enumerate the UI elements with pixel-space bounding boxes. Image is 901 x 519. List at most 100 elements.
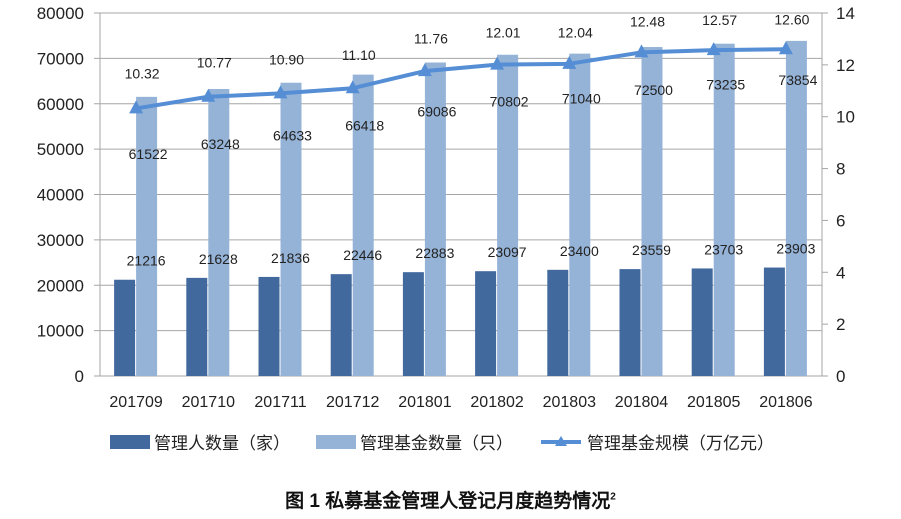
right-tick-label: 8: [836, 160, 845, 179]
marker-scale: [706, 42, 721, 56]
data-label-funds: 73235: [706, 77, 745, 93]
data-label-managers: 23559: [632, 242, 671, 258]
legend-item-scale: 管理基金规模（万亿元）: [539, 429, 774, 454]
chart: 0 10000 20000 30000 40000 50000 60000 70000 8000…: [37, 4, 855, 411]
x-tick-label: 201804: [615, 394, 668, 411]
right-tick-label: 14: [836, 4, 855, 23]
marker-scale: [273, 85, 288, 99]
right-tick-label: 2: [836, 315, 845, 334]
data-label-funds: 63248: [201, 136, 240, 152]
caption-text: 图 1 私募基金管理人登记月度趋势情况: [285, 491, 611, 512]
data-label-managers: 22883: [415, 245, 454, 261]
bar-managers: [330, 274, 352, 376]
bar-funds: [208, 89, 230, 376]
data-label-managers: 21216: [127, 253, 166, 269]
marker-scale: [129, 100, 144, 114]
marker-scale: [562, 55, 577, 69]
x-tick-label: 201805: [687, 394, 740, 411]
legend-swatch-funds: [316, 434, 356, 449]
data-label-scale: 10.32: [125, 65, 160, 81]
left-tick-label: 80000: [37, 4, 84, 23]
left-tick-label: 10000: [37, 322, 84, 341]
data-label-scale: 11.76: [414, 30, 448, 46]
x-tick-label: 201801: [398, 394, 451, 411]
marker-scale: [778, 41, 793, 55]
data-label-managers: 22446: [343, 247, 382, 263]
marker-scale: [634, 44, 649, 58]
data-label-funds: 64633: [273, 128, 312, 144]
data-label-managers: 23703: [704, 241, 743, 257]
data-label-scale: 12.04: [558, 24, 593, 40]
bar-funds: [641, 47, 663, 376]
data-label-managers: 23097: [488, 244, 527, 260]
left-tick-label: 20000: [37, 276, 84, 295]
bar-managers: [763, 267, 785, 376]
left-tick-label: 0: [75, 367, 84, 386]
right-tick-label: 12: [836, 56, 855, 75]
data-label-scale: 12.57: [702, 12, 737, 28]
x-tick-label: 201709: [109, 394, 162, 411]
bar-managers: [691, 268, 713, 376]
x-tick-label: 201711: [254, 394, 306, 411]
data-label-scale: 12.01: [486, 25, 521, 41]
legend-label-scale: 管理基金规模（万亿元）: [587, 434, 774, 453]
bar-funds: [352, 74, 374, 376]
left-tick-label: 30000: [37, 231, 84, 250]
bar-funds: [785, 40, 807, 376]
data-label-scale: 11.10: [342, 47, 376, 63]
bar-funds: [424, 62, 446, 376]
left-tick-label: 70000: [37, 49, 84, 68]
left-tick-label: 60000: [37, 95, 84, 114]
bar-managers: [547, 269, 569, 376]
data-label-managers: 23903: [776, 241, 815, 257]
legend-label-funds: 管理基金数量（只）: [360, 434, 513, 453]
bar-funds: [280, 82, 302, 377]
bar-managers: [402, 272, 424, 376]
legend-item-managers: 管理人数量（家）: [110, 429, 290, 454]
legend-label-managers: 管理人数量（家）: [154, 434, 290, 453]
data-label-funds: 66418: [345, 118, 384, 134]
legend-line-triangle-icon: [541, 435, 581, 446]
x-tick-label: 201803: [543, 394, 596, 411]
bar-funds: [497, 54, 519, 376]
x-tick-label: 201802: [470, 394, 523, 411]
bar-managers: [186, 277, 208, 376]
legend-swatch-managers: [110, 434, 150, 449]
bar-managers: [475, 271, 497, 376]
marker-scale: [417, 63, 432, 77]
marker-scale: [201, 88, 216, 102]
bar-funds: [569, 53, 591, 376]
x-tick-label: 201710: [182, 394, 235, 411]
data-label-managers: 21836: [271, 250, 310, 266]
bar-managers: [114, 279, 136, 376]
legend: 管理人数量（家） 管理基金数量（只） 管理基金规模（万亿元）: [110, 429, 774, 454]
data-label-funds: 72500: [634, 82, 673, 98]
marker-scale: [345, 80, 360, 94]
data-label-scale: 10.90: [269, 52, 304, 68]
data-label-scale: 12.48: [630, 14, 665, 30]
data-label-scale: 10.77: [197, 54, 232, 70]
data-label-managers: 21628: [199, 251, 238, 267]
data-label-funds: 73854: [778, 72, 817, 88]
x-tick-label: 201806: [759, 394, 812, 411]
line-scale: [135, 47, 786, 111]
left-tick-label: 50000: [37, 140, 84, 159]
left-tick-label: 40000: [37, 186, 84, 205]
data-label-funds: 61522: [129, 146, 168, 162]
caption-footnote: 2: [610, 491, 616, 503]
bar-funds: [136, 96, 158, 376]
bar-funds: [713, 43, 735, 376]
data-label-scale: 12.60: [774, 12, 809, 28]
right-tick-label: 0: [836, 367, 845, 386]
data-label-funds: 69086: [417, 104, 456, 120]
data-label-managers: 23400: [560, 243, 599, 259]
x-tick-label: 201712: [326, 394, 379, 411]
legend-item-funds: 管理基金数量（只）: [316, 429, 513, 454]
bar-managers: [258, 276, 280, 376]
right-tick-label: 10: [836, 108, 855, 127]
bar-managers: [619, 269, 641, 376]
right-tick-label: 6: [836, 211, 845, 230]
marker-scale: [490, 56, 505, 70]
data-label-funds: 71040: [562, 91, 601, 107]
right-tick-label: 4: [836, 263, 845, 282]
